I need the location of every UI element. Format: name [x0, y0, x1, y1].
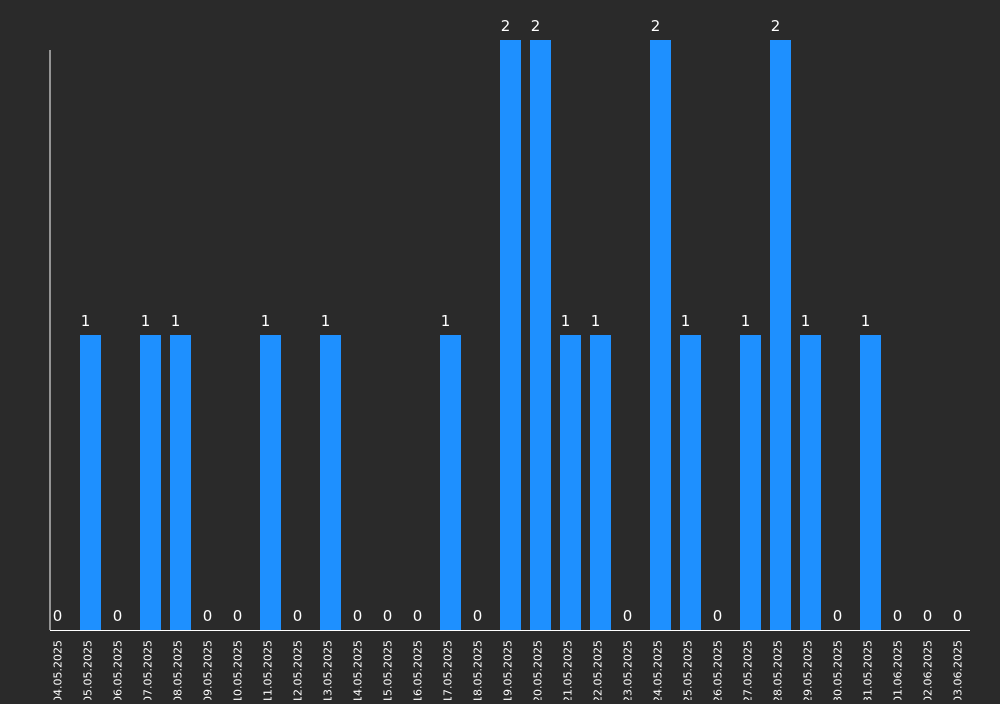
x-tick-label-16.05.2025: 16.05.2025 — [412, 640, 425, 700]
value-label-09.05.2025: 0 — [203, 607, 213, 625]
x-tick-label-12.05.2025: 12.05.2025 — [292, 640, 305, 700]
bar-24.05.2025 — [650, 40, 671, 630]
value-label-19.05.2025: 2 — [501, 17, 511, 35]
value-label-25.05.2025: 1 — [681, 312, 691, 330]
x-tick-label-19.05.2025: 19.05.2025 — [502, 640, 515, 700]
bar-28.05.2025 — [770, 40, 791, 630]
value-label-08.05.2025: 1 — [171, 312, 181, 330]
x-tick-label-20.05.2025: 20.05.2025 — [532, 640, 545, 700]
x-tick-label-23.05.2025: 23.05.2025 — [622, 640, 635, 700]
value-label-14.05.2025: 0 — [353, 607, 363, 625]
x-tick-label-10.05.2025: 10.05.2025 — [232, 640, 245, 700]
value-label-10.05.2025: 0 — [233, 607, 243, 625]
bar-17.05.2025 — [440, 335, 461, 630]
value-label-23.05.2025: 0 — [623, 607, 633, 625]
x-tick-label-15.05.2025: 15.05.2025 — [382, 640, 395, 700]
bar-08.05.2025 — [170, 335, 191, 630]
x-tick-label-24.05.2025: 24.05.2025 — [652, 640, 665, 700]
value-label-16.05.2025: 0 — [413, 607, 423, 625]
bar-13.05.2025 — [320, 335, 341, 630]
bar-21.05.2025 — [560, 335, 581, 630]
x-tick-label-13.05.2025: 13.05.2025 — [322, 640, 335, 700]
value-label-29.05.2025: 1 — [801, 312, 811, 330]
value-label-13.05.2025: 1 — [321, 312, 331, 330]
x-tick-label-18.05.2025: 18.05.2025 — [472, 640, 485, 700]
x-tick-label-04.05.2025: 04.05.2025 — [52, 640, 65, 700]
x-tick-label-02.06.2025: 02.06.2025 — [922, 640, 935, 700]
x-tick-label-17.05.2025: 17.05.2025 — [442, 640, 455, 700]
x-tick-label-30.05.2025: 30.05.2025 — [832, 640, 845, 700]
value-label-05.05.2025: 1 — [81, 312, 91, 330]
value-label-21.05.2025: 1 — [561, 312, 571, 330]
x-tick-label-09.05.2025: 09.05.2025 — [202, 640, 215, 700]
bar-25.05.2025 — [680, 335, 701, 630]
bar-07.05.2025 — [140, 335, 161, 630]
x-tick-label-05.05.2025: 05.05.2025 — [82, 640, 95, 700]
bar-31.05.2025 — [860, 335, 881, 630]
value-label-15.05.2025: 0 — [383, 607, 393, 625]
value-label-03.06.2025: 0 — [953, 607, 963, 625]
bar-05.05.2025 — [80, 335, 101, 630]
value-label-07.05.2025: 1 — [141, 312, 151, 330]
value-label-02.06.2025: 0 — [923, 607, 933, 625]
bar-19.05.2025 — [500, 40, 521, 630]
value-label-01.06.2025: 0 — [893, 607, 903, 625]
bar-22.05.2025 — [590, 335, 611, 630]
x-tick-label-01.06.2025: 01.06.2025 — [892, 640, 905, 700]
x-tick-label-03.06.2025: 03.06.2025 — [952, 640, 965, 700]
value-labels-layer: 0 1 0 1 1 0 0 1 0 1 0 0 0 1 0 2 2 1 1 0 2 1 0 1 2 1 0 1 0 0 0 — [53, 17, 963, 625]
value-label-12.05.2025: 0 — [293, 607, 303, 625]
x-tick-label-26.05.2025: 26.05.2025 — [712, 640, 725, 700]
x-tick-label-31.05.2025: 31.05.2025 — [862, 640, 875, 700]
value-label-04.05.2025: 0 — [53, 607, 63, 625]
value-label-30.05.2025: 0 — [833, 607, 843, 625]
value-label-31.05.2025: 1 — [861, 312, 871, 330]
value-label-26.05.2025: 0 — [713, 607, 723, 625]
value-label-24.05.2025: 2 — [651, 17, 661, 35]
x-tick-label-21.05.2025: 21.05.2025 — [562, 640, 575, 700]
x-tick-label-29.05.2025: 29.05.2025 — [802, 640, 815, 700]
x-tick-label-08.05.2025: 08.05.2025 — [172, 640, 185, 700]
value-label-11.05.2025: 1 — [261, 312, 271, 330]
bar-20.05.2025 — [530, 40, 551, 630]
x-tick-label-07.05.2025: 07.05.2025 — [142, 640, 155, 700]
x-tick-label-28.05.2025: 28.05.2025 — [772, 640, 785, 700]
value-label-18.05.2025: 0 — [473, 607, 483, 625]
value-label-28.05.2025: 2 — [771, 17, 781, 35]
x-tick-labels-layer: 04.05.2025 05.05.2025 06.05.2025 07.05.2025… — [52, 640, 965, 703]
x-tick-label-14.05.2025: 14.05.2025 — [352, 640, 365, 700]
bars-layer — [80, 40, 881, 630]
x-tick-label-11.05.2025: 11.05.2025 — [262, 640, 275, 700]
x-tick-label-22.05.2025: 22.05.2025 — [592, 640, 605, 700]
bar-27.05.2025 — [740, 335, 761, 630]
x-tick-label-27.05.2025: 27.05.2025 — [742, 640, 755, 700]
bar-11.05.2025 — [260, 335, 281, 630]
value-label-06.05.2025: 0 — [113, 607, 123, 625]
value-label-27.05.2025: 1 — [741, 312, 751, 330]
bar-29.05.2025 — [800, 335, 821, 630]
value-label-20.05.2025: 2 — [531, 17, 541, 35]
value-label-17.05.2025: 1 — [441, 312, 451, 330]
x-tick-label-25.05.2025: 25.05.2025 — [682, 640, 695, 700]
value-label-22.05.2025: 1 — [591, 312, 601, 330]
x-tick-label-06.05.2025: 06.05.2025 — [112, 640, 125, 700]
